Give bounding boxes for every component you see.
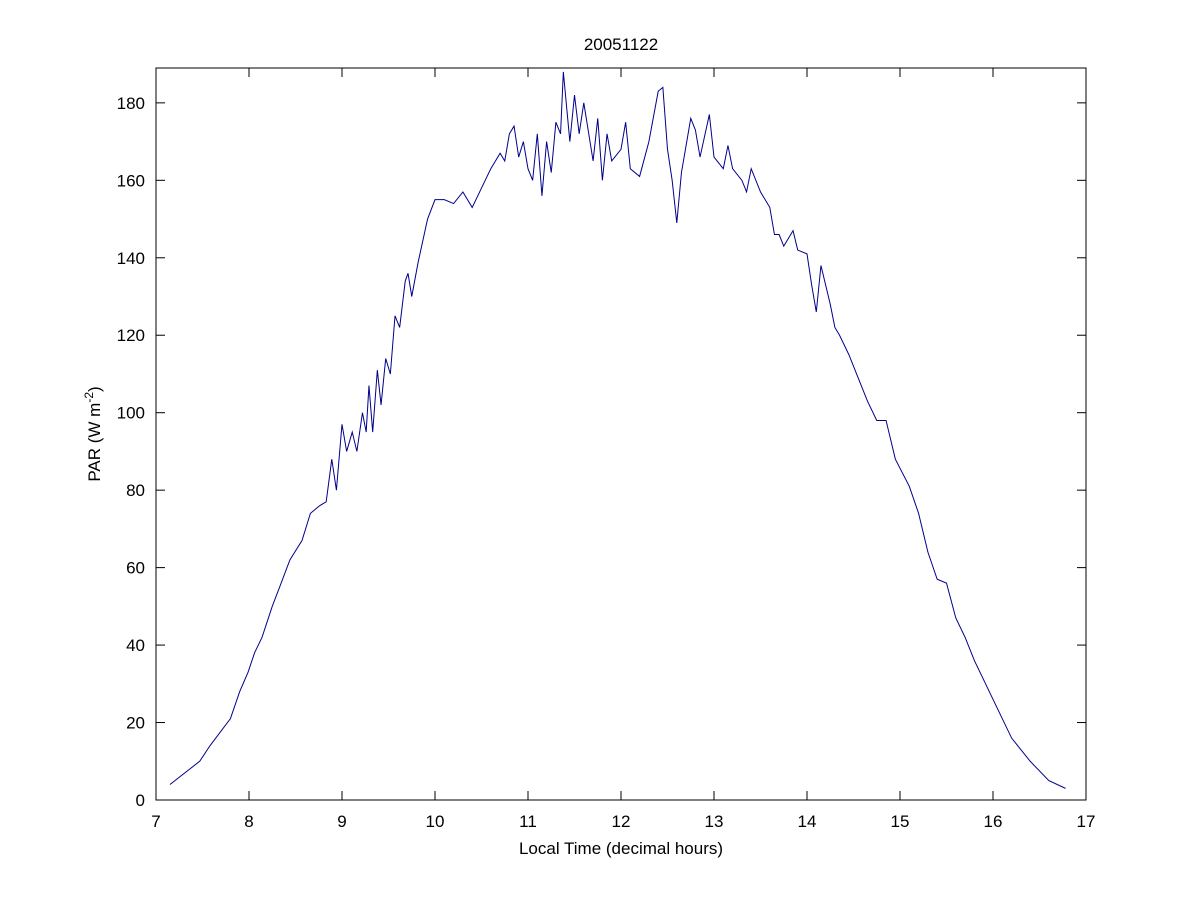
chart-title: 20051122 [584,35,658,54]
x-axis-label: Local Time (decimal hours) [519,839,723,858]
data-line [169,71,1066,789]
y-tick-label: 80 [126,481,145,500]
x-tick-label: 9 [337,812,346,831]
x-tick-label: 12 [612,812,631,831]
x-tick-label: 14 [798,812,817,831]
y-tick-label: 40 [126,636,145,655]
y-tick-label: 60 [126,559,145,578]
plot-area [155,67,1087,801]
x-tick-label: 13 [705,812,724,831]
x-tick-label: 7 [151,812,160,831]
y-tick-label: 120 [117,326,145,345]
y-label-text: PAR (W m [85,403,104,482]
y-label-superscript: -2 [82,392,96,403]
y-tick-label: 160 [117,171,145,190]
y-tick-label: 20 [126,714,145,733]
y-tick-label: 180 [117,94,145,113]
y-tick-label: 0 [136,791,145,810]
y-label-suffix: ) [85,386,104,392]
x-tick-label: 17 [1077,812,1096,831]
x-tick-label: 16 [984,812,1003,831]
y-tick-label: 100 [117,404,145,423]
x-tick-label: 10 [426,812,445,831]
x-tick-label: 8 [244,812,253,831]
y-tick-label: 140 [117,249,145,268]
x-tick-label: 15 [891,812,910,831]
y-axis-label: PAR (W m-2) [82,386,104,481]
x-tick-label: 11 [519,812,537,831]
